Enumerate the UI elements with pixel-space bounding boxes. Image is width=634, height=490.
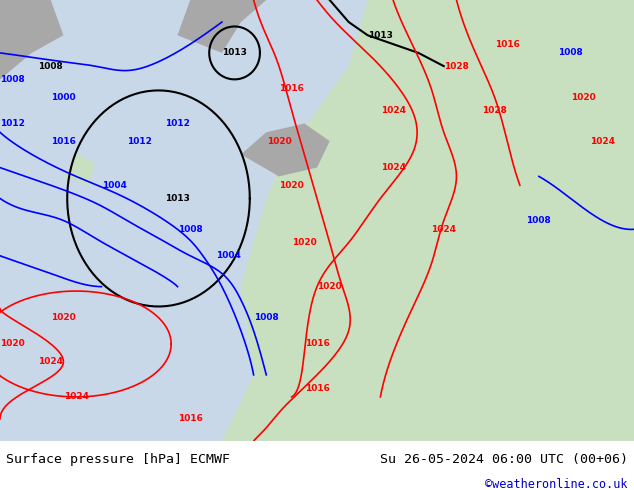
Polygon shape bbox=[178, 0, 266, 53]
Polygon shape bbox=[222, 0, 634, 441]
Text: 1020: 1020 bbox=[0, 340, 25, 348]
Text: 1024: 1024 bbox=[590, 137, 615, 146]
Text: Su 26-05-2024 06:00 UTC (00+06): Su 26-05-2024 06:00 UTC (00+06) bbox=[380, 453, 628, 466]
Text: 1016: 1016 bbox=[178, 415, 203, 423]
Text: 1008: 1008 bbox=[0, 75, 25, 84]
Text: 1024: 1024 bbox=[380, 106, 406, 115]
Text: 1020: 1020 bbox=[292, 238, 317, 247]
Text: 1000: 1000 bbox=[51, 93, 75, 101]
Text: 1024: 1024 bbox=[38, 357, 63, 366]
Polygon shape bbox=[190, 287, 507, 441]
Text: 1008: 1008 bbox=[254, 313, 279, 322]
Text: 1024: 1024 bbox=[431, 225, 456, 234]
Text: 1016: 1016 bbox=[279, 84, 304, 93]
Text: 1013: 1013 bbox=[165, 194, 190, 203]
Text: 1013: 1013 bbox=[222, 49, 247, 57]
Text: 1020: 1020 bbox=[571, 93, 596, 101]
Text: 1008: 1008 bbox=[178, 225, 203, 234]
Text: 1020: 1020 bbox=[279, 181, 304, 190]
Text: Surface pressure [hPa] ECMWF: Surface pressure [hPa] ECMWF bbox=[6, 453, 230, 466]
Text: 1028: 1028 bbox=[444, 62, 469, 71]
Text: 1012: 1012 bbox=[165, 119, 190, 128]
Text: 1012: 1012 bbox=[127, 137, 152, 146]
Text: ©weatheronline.co.uk: ©weatheronline.co.uk bbox=[485, 478, 628, 490]
Text: 1024: 1024 bbox=[380, 163, 406, 172]
Text: 1020: 1020 bbox=[317, 282, 342, 291]
Polygon shape bbox=[241, 123, 330, 176]
Text: 1008: 1008 bbox=[38, 62, 63, 71]
Text: 1020: 1020 bbox=[266, 137, 292, 146]
Text: 1016: 1016 bbox=[304, 384, 330, 392]
Text: 1004: 1004 bbox=[216, 251, 241, 260]
Polygon shape bbox=[0, 0, 63, 79]
Text: 1024: 1024 bbox=[63, 392, 89, 401]
Text: 1016: 1016 bbox=[495, 40, 520, 49]
Text: 1028: 1028 bbox=[482, 106, 507, 115]
Text: 1012: 1012 bbox=[0, 119, 25, 128]
Polygon shape bbox=[63, 154, 95, 185]
Text: 1008: 1008 bbox=[526, 216, 552, 225]
Text: 1020: 1020 bbox=[51, 313, 76, 322]
Text: 1016: 1016 bbox=[304, 340, 330, 348]
Text: 1016: 1016 bbox=[51, 137, 76, 146]
Text: 1013: 1013 bbox=[368, 31, 393, 40]
Text: 1008: 1008 bbox=[558, 49, 583, 57]
Text: 1004: 1004 bbox=[101, 181, 127, 190]
